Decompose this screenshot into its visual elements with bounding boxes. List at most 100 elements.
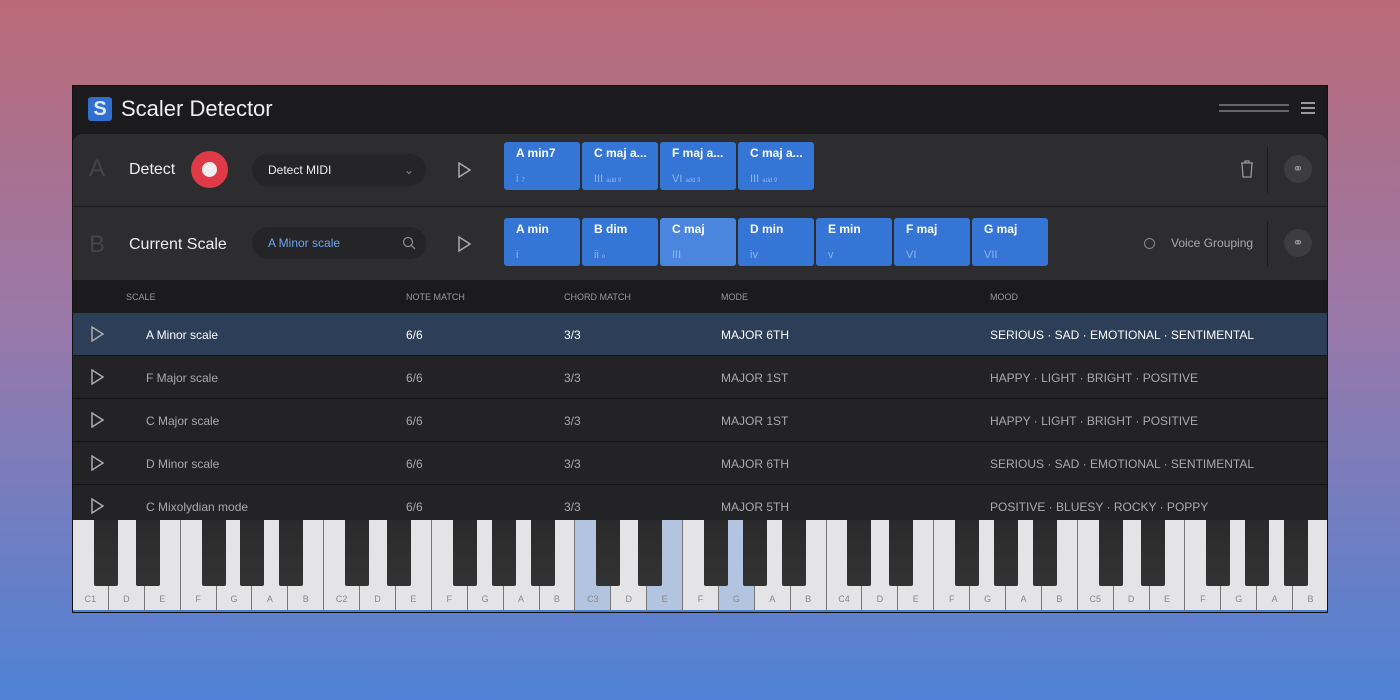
black-key[interactable] — [1206, 520, 1231, 586]
chevron-down-icon: ⌄ — [403, 163, 414, 177]
black-key[interactable] — [955, 520, 980, 586]
chord-roman: iv — [750, 249, 758, 261]
play-row-icon[interactable] — [90, 368, 105, 388]
black-key[interactable] — [1098, 520, 1123, 586]
chord-roman: III add 9 — [750, 173, 777, 185]
piano-keyboard[interactable]: C1 D E F G A B C2 D E F G A B C3 D E F G A B C4 D E F G A B C5 D E F G A B — [73, 520, 1327, 612]
header-scale[interactable]: SCALE — [126, 292, 156, 302]
key-label: D — [1127, 594, 1135, 604]
black-key[interactable] — [1032, 520, 1057, 586]
chord-roman: VI add 9 — [672, 173, 700, 185]
chord-name: D min — [750, 222, 784, 236]
black-key[interactable] — [279, 520, 304, 586]
black-key[interactable] — [345, 520, 370, 586]
chord-cell[interactable]: F maj VI — [894, 218, 970, 266]
chord-roman: i — [516, 249, 518, 261]
trash-icon[interactable] — [1240, 160, 1254, 178]
chord-cell[interactable]: G maj VII — [972, 218, 1048, 266]
key-label: B — [805, 594, 812, 604]
voice-grouping-radio[interactable] — [1144, 238, 1155, 249]
table-row[interactable]: A Minor scale 6/6 3/3 MAJOR 6TH SERIOUS · SA… — [73, 313, 1327, 356]
black-key[interactable] — [93, 520, 118, 586]
cell-mood: HAPPY · LIGHT · BRIGHT · POSITIVE — [990, 414, 1199, 428]
black-key[interactable] — [742, 520, 767, 586]
cell-mood: SERIOUS · SAD · EMOTIONAL · SENTIMENTAL — [990, 328, 1255, 342]
black-key[interactable] — [781, 520, 806, 586]
key-label: G — [732, 594, 740, 604]
black-key[interactable] — [530, 520, 555, 586]
chord-cell[interactable]: A min i — [504, 218, 580, 266]
chord-cell[interactable]: C maj a... III add 9 — [738, 142, 814, 190]
key-label: G — [481, 594, 489, 604]
header-mode[interactable]: MODE — [721, 292, 748, 302]
black-key[interactable] — [201, 520, 226, 586]
cell-note: 6/6 — [406, 500, 423, 514]
black-key[interactable] — [135, 520, 160, 586]
play-row-icon[interactable] — [90, 411, 105, 431]
play-row-icon[interactable] — [90, 497, 105, 517]
table-row[interactable]: F Major scale 6/6 3/3 MAJOR 1ST HAPPY · LIGH… — [73, 356, 1327, 399]
header-chord-match[interactable]: CHORD MATCH — [564, 292, 631, 302]
record-button[interactable] — [191, 151, 228, 188]
chord-name: A min — [516, 222, 549, 236]
app-title: Scaler Detector — [121, 96, 273, 121]
chord-cell[interactable]: C maj a... III add 9 — [582, 142, 658, 190]
black-key[interactable] — [638, 520, 663, 586]
black-key[interactable] — [386, 520, 411, 586]
table-row[interactable]: D Minor scale 6/6 3/3 MAJOR 6TH SERIOUS · SA… — [73, 442, 1327, 485]
black-key[interactable] — [596, 520, 621, 586]
size-slider[interactable] — [1219, 104, 1289, 112]
chord-cell[interactable]: C maj III — [660, 218, 736, 266]
header-note-match[interactable]: NOTE MATCH — [406, 292, 465, 302]
chord-roman: III — [672, 249, 681, 261]
divider — [1267, 147, 1268, 193]
black-key[interactable] — [240, 520, 265, 586]
cell-mode: MAJOR 6TH — [721, 457, 790, 471]
black-key[interactable] — [994, 520, 1019, 586]
link-icon[interactable]: ⚭ — [1284, 155, 1312, 183]
detect-source-dropdown[interactable]: Detect MIDI ⌄ — [252, 154, 426, 186]
hamburger-menu-icon[interactable] — [1301, 102, 1315, 114]
black-key[interactable] — [1284, 520, 1309, 586]
play-detect-icon[interactable] — [457, 162, 471, 178]
play-row-icon[interactable] — [90, 325, 105, 345]
cell-scale: F Major scale — [146, 371, 219, 385]
key-label: C5 — [1089, 594, 1101, 604]
black-key[interactable] — [1245, 520, 1270, 586]
panel-letter-b: B — [89, 231, 106, 258]
key-label: E — [1163, 594, 1170, 604]
current-scale-label: Current Scale — [129, 236, 227, 253]
chord-roman: III add 9 — [594, 173, 621, 185]
black-key[interactable] — [1140, 520, 1165, 586]
play-scale-icon[interactable] — [457, 236, 471, 252]
play-row-icon[interactable] — [90, 454, 105, 474]
black-key[interactable] — [847, 520, 872, 586]
cell-scale: A Minor scale — [146, 328, 219, 342]
chord-cell[interactable]: E min v — [816, 218, 892, 266]
link-icon[interactable]: ⚭ — [1284, 229, 1312, 257]
key-label: E — [159, 594, 166, 604]
chord-cell[interactable]: F maj a... VI add 9 — [660, 142, 736, 190]
key-label: A — [1271, 594, 1278, 604]
key-label: B — [1056, 594, 1063, 604]
key-label: E — [661, 594, 668, 604]
black-key[interactable] — [452, 520, 477, 586]
chord-extension: 7 — [521, 178, 525, 184]
key-label: A — [1020, 594, 1027, 604]
key-label: F — [948, 594, 955, 604]
chord-cell[interactable]: A min7 i 7 — [504, 142, 580, 190]
cell-chord: 3/3 — [564, 500, 581, 514]
chord-roman: VII — [984, 249, 997, 261]
chord-cell[interactable]: B dim ii o — [582, 218, 658, 266]
black-key[interactable] — [889, 520, 914, 586]
divider — [1267, 221, 1268, 267]
chord-numeral: VI — [672, 173, 683, 185]
table-row[interactable]: C Major scale 6/6 3/3 MAJOR 1ST HAPPY · LIGH… — [73, 399, 1327, 442]
header-mood[interactable]: MOOD — [990, 292, 1018, 302]
black-key[interactable] — [703, 520, 728, 586]
black-key[interactable] — [491, 520, 516, 586]
chord-cell[interactable]: D min iv — [738, 218, 814, 266]
scaler-logo: S — [88, 97, 112, 121]
scale-search-input[interactable]: A Minor scale — [252, 227, 426, 259]
